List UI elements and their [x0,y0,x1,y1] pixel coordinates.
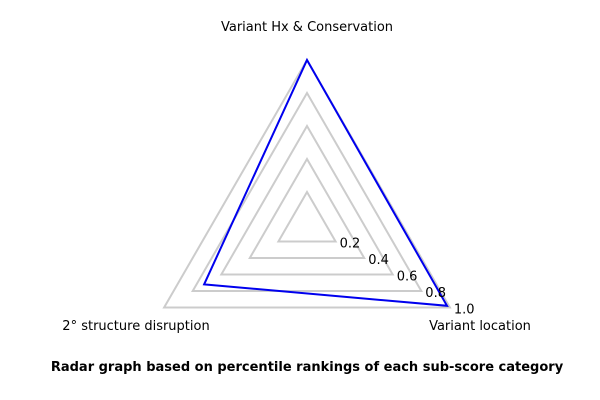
tick-label-1: 0.2 [340,237,361,252]
grid-ring-1 [276,190,338,243]
tick-label-4: 0.8 [425,286,446,301]
axis-label-top: Variant Hx & Conservation [221,20,393,35]
grid-ring-4 [190,90,424,292]
tick-labels: 0.2 0.4 0.6 0.8 1.0 [340,237,475,318]
grid-ring-2 [248,157,366,259]
series-polygon-1 [202,57,449,307]
series-layer [202,57,449,307]
chart-caption: Radar graph based on percentile rankings… [51,360,564,375]
tick-label-2: 0.4 [368,253,389,268]
grid-ring-3 [219,123,395,276]
tick-label-3: 0.6 [397,270,418,285]
axis-label-bottom-right: Variant location [429,319,531,334]
tick-label-5: 1.0 [454,303,475,318]
axis-label-bottom-left: 2° structure disruption [62,319,209,334]
